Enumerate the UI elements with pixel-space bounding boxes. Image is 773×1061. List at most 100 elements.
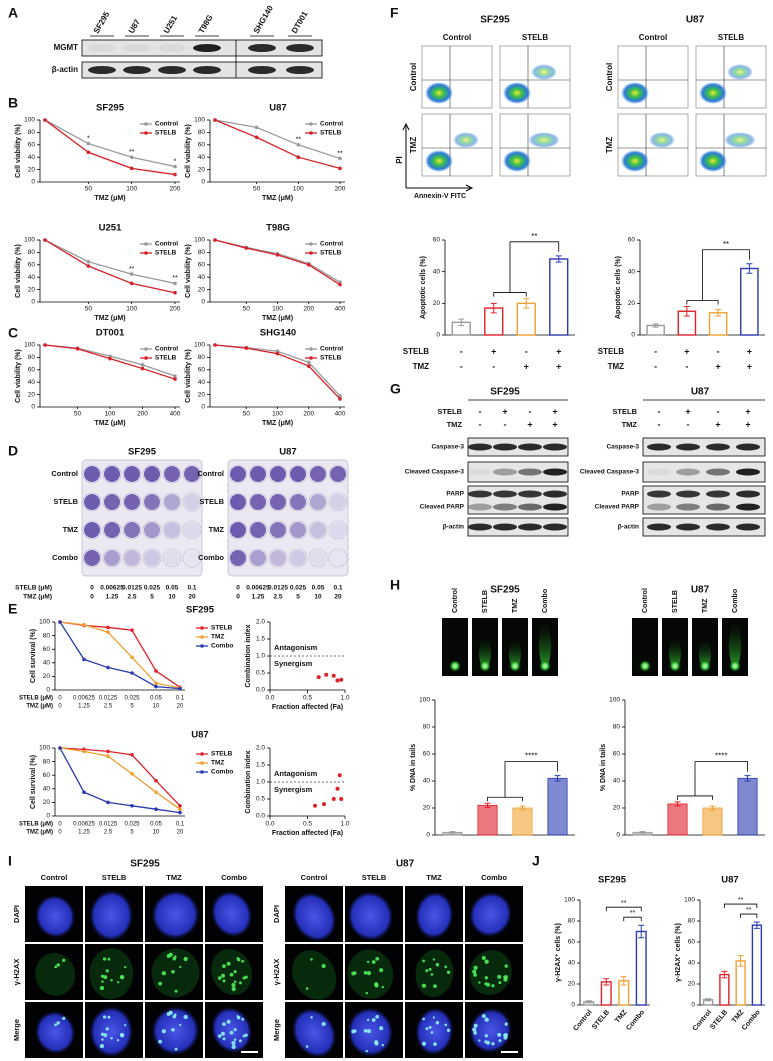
y-tick-label: 80: [613, 724, 621, 731]
focus: [101, 980, 104, 983]
row-label: STELB: [53, 497, 78, 506]
data-point: [86, 259, 91, 264]
sign: +: [556, 346, 561, 356]
y-tick-label: 0: [436, 332, 440, 339]
focus: [222, 964, 226, 969]
row-label: γ-H2AX: [12, 959, 21, 986]
sign: -: [460, 346, 463, 356]
y-tick-label: 0: [616, 832, 620, 839]
sign: -: [460, 361, 463, 371]
annotation: Antagonism: [274, 643, 318, 652]
colony-stain: [250, 522, 266, 538]
x-tick-label: 1.25: [78, 830, 90, 836]
band: [518, 468, 542, 476]
data-point: [173, 281, 177, 286]
focus: [503, 976, 506, 979]
nucleus-haze: [89, 948, 134, 1000]
row-label: TMZ: [209, 525, 225, 534]
data-point: [173, 164, 177, 169]
focus: [473, 1031, 477, 1035]
flow-population: [425, 82, 453, 104]
row-label: Merge: [272, 1019, 281, 1041]
colony-stain: [230, 522, 246, 538]
y-tick-label: 20: [28, 391, 36, 398]
band: [647, 503, 671, 511]
focus: [371, 960, 376, 964]
sign: -: [658, 419, 661, 429]
focus: [241, 959, 245, 963]
colony-stain: [250, 550, 266, 566]
band: [706, 503, 730, 511]
sign: +: [747, 346, 752, 356]
legend-label: Control: [155, 121, 178, 128]
y-tick-label: 100: [194, 237, 205, 244]
x-tick-label: 400: [335, 306, 346, 313]
band: [248, 44, 276, 52]
focus: [366, 960, 370, 964]
well: [328, 520, 348, 540]
sign: +: [715, 419, 720, 429]
x-tick-label: 2.5: [104, 830, 113, 836]
legend-label: Combo: [211, 643, 233, 650]
y-axis-label: Cell survival (%): [30, 755, 37, 809]
bar: [719, 973, 730, 1006]
dose-value: 0.00625: [100, 585, 124, 592]
colony-stain: [144, 522, 160, 538]
dose-value: 5: [150, 594, 154, 601]
dose-value: 0: [236, 585, 240, 592]
comet-tail: [479, 638, 491, 668]
focus: [220, 1031, 225, 1036]
focus: [105, 1027, 109, 1031]
error-bar: [715, 309, 722, 317]
chart-title: T98G: [266, 223, 290, 234]
x-axis-label: Fraction affected (Fa): [272, 704, 343, 711]
band: [543, 503, 567, 511]
band: [518, 490, 542, 498]
legend-label: TMZ: [211, 760, 224, 767]
y-tick-label: 40: [198, 154, 206, 161]
y-tick-label: 40: [198, 274, 206, 281]
y-tick-label: 20: [688, 981, 696, 988]
legend-marker: [309, 122, 313, 126]
focus: [473, 965, 478, 970]
data-point: [129, 155, 134, 159]
colony-stain: [230, 494, 246, 510]
focus: [62, 958, 66, 963]
comet-head: [639, 660, 651, 672]
legend-marker: [309, 347, 313, 351]
focus: [107, 1015, 111, 1019]
sign: +: [502, 406, 507, 416]
data-point: [130, 671, 134, 675]
dose-value: 0.025: [144, 585, 161, 592]
panel-title: U87: [691, 387, 710, 398]
panel-title: SF295: [480, 15, 510, 26]
data-point: [130, 804, 134, 808]
x-tick-label: 100: [293, 186, 304, 193]
row-label: PARP: [621, 491, 639, 498]
well: [162, 548, 182, 568]
data-point: [58, 620, 62, 624]
band: [543, 523, 567, 531]
y-tick-label: 20: [198, 391, 206, 398]
data-point: [322, 802, 326, 807]
panel-title: SF295: [490, 585, 520, 596]
flow-population: [453, 132, 479, 148]
colony-stain: [84, 522, 100, 538]
series-line: [44, 239, 176, 294]
data-point: [331, 797, 336, 801]
sign: -: [504, 419, 507, 429]
error-bar: [523, 298, 530, 309]
data-point: [154, 669, 158, 673]
chart-title: SF295: [96, 103, 125, 114]
chart-title: SF295: [598, 875, 627, 886]
dose-value: 0.0125: [268, 585, 288, 592]
annotation: Synergism: [274, 785, 313, 794]
data-point: [339, 677, 344, 682]
focus: [56, 1021, 60, 1025]
x-tick-label: 400: [170, 411, 181, 418]
y-tick-label: 40: [198, 379, 206, 386]
row-label: Caspase-3: [431, 444, 464, 451]
well: [308, 520, 328, 540]
y-tick-label: 60: [198, 142, 206, 149]
bar: [549, 258, 569, 336]
